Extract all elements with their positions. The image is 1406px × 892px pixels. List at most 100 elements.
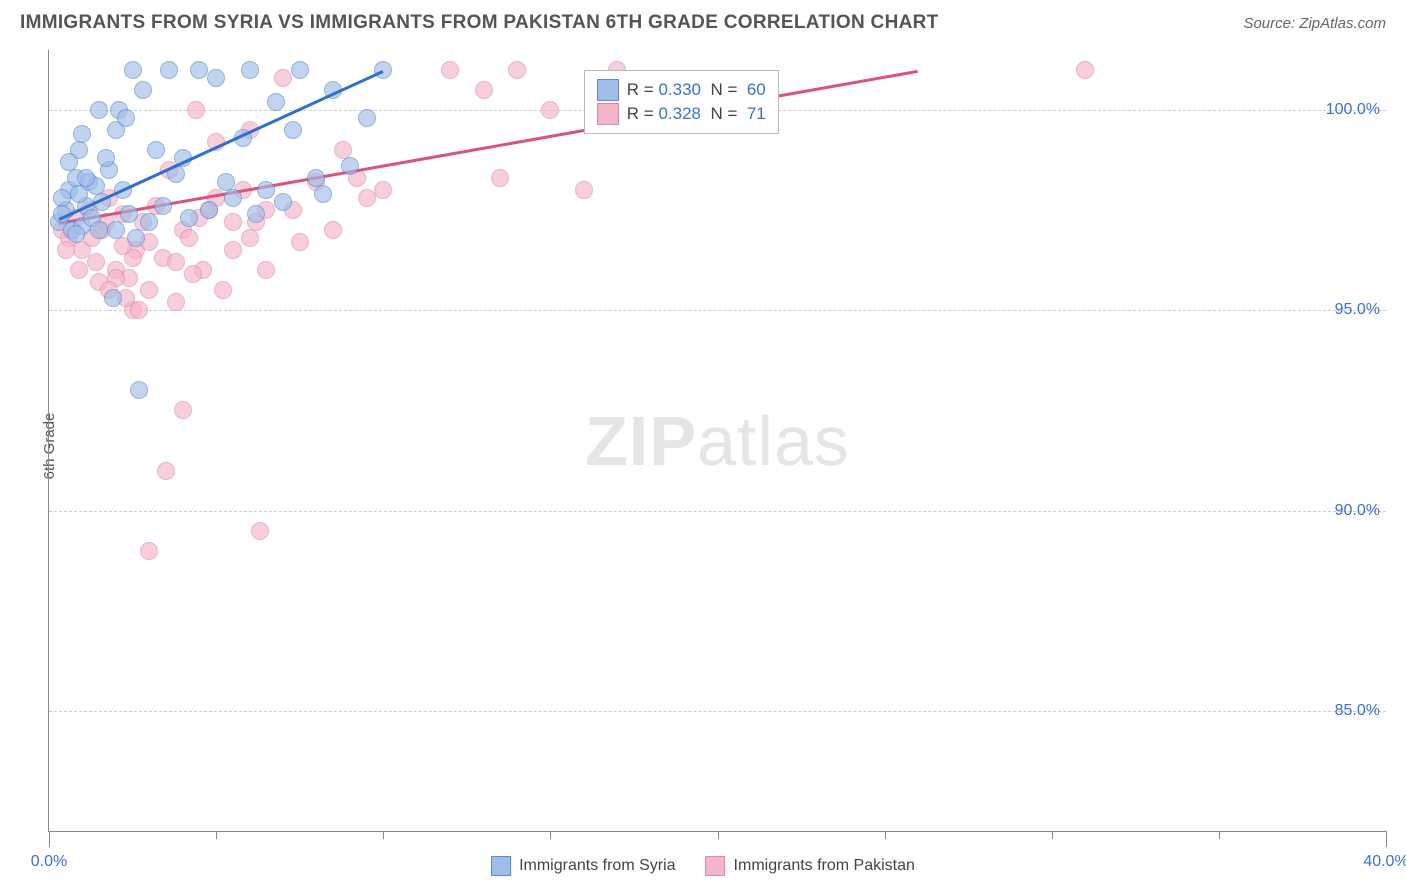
stats-legend: R = 0.330 N = 60 R = 0.328 N = 71 <box>584 70 779 134</box>
point-syria <box>224 189 242 207</box>
swatch-pakistan-icon <box>706 856 726 876</box>
legend-item-syria: Immigrants from Syria <box>491 856 675 876</box>
point-syria <box>130 381 148 399</box>
ytick-label: 100.0% <box>1326 101 1380 119</box>
point-syria <box>97 149 115 167</box>
point-syria <box>70 185 88 203</box>
xtick-minor <box>550 831 551 839</box>
point-pakistan <box>187 101 205 119</box>
point-pakistan <box>257 261 275 279</box>
point-syria <box>207 69 225 87</box>
point-syria <box>200 201 218 219</box>
point-syria <box>247 205 265 223</box>
point-syria <box>374 61 392 79</box>
point-syria <box>127 229 145 247</box>
source-label: Source: ZipAtlas.com <box>1243 15 1386 32</box>
swatch-pakistan-icon <box>597 103 619 125</box>
point-syria <box>73 125 91 143</box>
point-syria <box>134 81 152 99</box>
point-pakistan <box>224 213 242 231</box>
legend-label-pakistan: Immigrants from Pakistan <box>734 857 915 875</box>
legend-label-syria: Immigrants from Syria <box>519 857 675 875</box>
point-syria <box>124 61 142 79</box>
xtick-label: 40.0% <box>1363 853 1406 871</box>
bottom-legend: Immigrants from Syria Immigrants from Pa… <box>491 856 915 876</box>
gridline <box>49 711 1386 712</box>
point-pakistan <box>140 281 158 299</box>
point-syria <box>120 205 138 223</box>
point-pakistan <box>491 169 509 187</box>
stats-text-syria: R = 0.330 N = 60 <box>627 80 766 100</box>
point-syria <box>140 213 158 231</box>
point-syria <box>60 153 78 171</box>
xtick-major <box>1386 831 1387 847</box>
plot-area: ZIPatlas 85.0%90.0%95.0%100.0%0.0%40.0%R… <box>48 50 1386 832</box>
point-pakistan <box>167 253 185 271</box>
xtick-minor <box>1052 831 1053 839</box>
point-syria <box>267 93 285 111</box>
point-syria <box>257 181 275 199</box>
point-pakistan <box>174 401 192 419</box>
point-pakistan <box>87 253 105 271</box>
xtick-minor <box>383 831 384 839</box>
point-pakistan <box>157 462 175 480</box>
point-pakistan <box>374 181 392 199</box>
chart-area: ZIPatlas 85.0%90.0%95.0%100.0%0.0%40.0%R… <box>48 50 1386 832</box>
point-syria <box>104 289 122 307</box>
ytick-label: 95.0% <box>1335 301 1380 319</box>
swatch-syria-icon <box>491 856 511 876</box>
point-syria <box>190 61 208 79</box>
point-pakistan <box>358 189 376 207</box>
gridline <box>49 310 1386 311</box>
point-pakistan <box>167 293 185 311</box>
point-syria <box>117 109 135 127</box>
point-syria <box>241 61 259 79</box>
point-syria <box>180 209 198 227</box>
point-pakistan <box>324 221 342 239</box>
stats-text-pakistan: R = 0.328 N = 71 <box>627 104 766 124</box>
point-pakistan <box>70 261 88 279</box>
point-pakistan <box>224 241 242 259</box>
point-pakistan <box>184 265 202 283</box>
xtick-minor <box>885 831 886 839</box>
point-syria <box>284 121 302 139</box>
stats-row-syria: R = 0.330 N = 60 <box>597 79 766 101</box>
point-syria <box>154 197 172 215</box>
point-pakistan <box>575 181 593 199</box>
point-syria <box>291 61 309 79</box>
point-syria <box>90 101 108 119</box>
xtick-minor <box>718 831 719 839</box>
point-pakistan <box>180 229 198 247</box>
point-pakistan <box>251 522 269 540</box>
point-pakistan <box>130 301 148 319</box>
point-syria <box>107 221 125 239</box>
xtick-label: 0.0% <box>31 853 67 871</box>
point-pakistan <box>1076 61 1094 79</box>
point-pakistan <box>274 69 292 87</box>
point-pakistan <box>241 229 259 247</box>
gridline <box>49 511 1386 512</box>
point-pakistan <box>214 281 232 299</box>
point-syria <box>358 109 376 127</box>
point-pakistan <box>541 101 559 119</box>
point-pakistan <box>475 81 493 99</box>
swatch-syria-icon <box>597 79 619 101</box>
point-pakistan <box>57 241 75 259</box>
ytick-label: 90.0% <box>1335 502 1380 520</box>
point-syria <box>160 61 178 79</box>
point-syria <box>274 193 292 211</box>
point-pakistan <box>291 233 309 251</box>
point-pakistan <box>508 61 526 79</box>
point-syria <box>314 185 332 203</box>
xtick-minor <box>1219 831 1220 839</box>
point-pakistan <box>140 542 158 560</box>
legend-item-pakistan: Immigrants from Pakistan <box>706 856 915 876</box>
point-pakistan <box>441 61 459 79</box>
watermark: ZIPatlas <box>585 401 850 481</box>
point-syria <box>67 225 85 243</box>
point-syria <box>341 157 359 175</box>
point-syria <box>147 141 165 159</box>
ytick-label: 85.0% <box>1335 702 1380 720</box>
xtick-minor <box>216 831 217 839</box>
chart-title: IMMIGRANTS FROM SYRIA VS IMMIGRANTS FROM… <box>20 12 939 34</box>
